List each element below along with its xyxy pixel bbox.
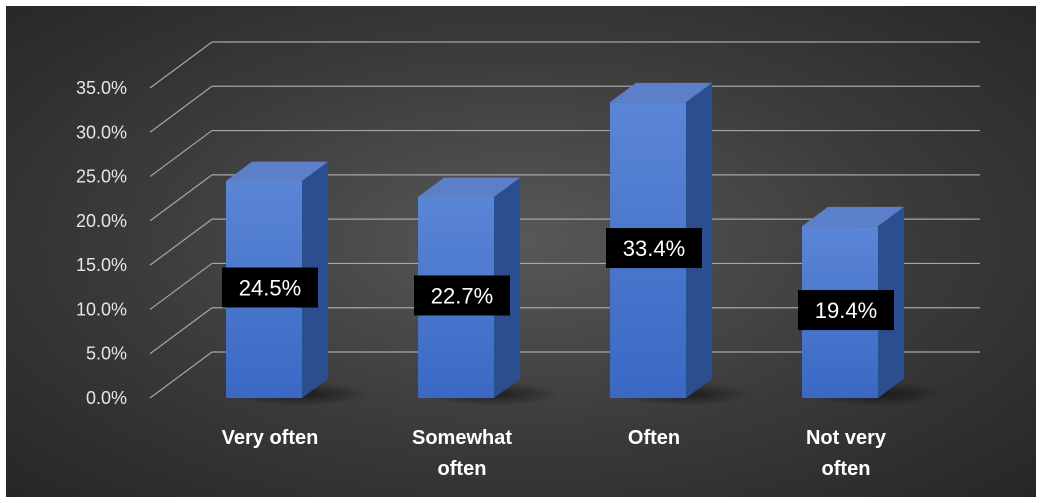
- gridline-oblique: [149, 218, 213, 266]
- x-category-label-line: often: [822, 458, 871, 480]
- bar-top: [418, 177, 521, 197]
- x-category-label-line: Not very: [806, 427, 887, 449]
- x-category-label-line: Often: [628, 427, 680, 449]
- data-label-box: [222, 267, 318, 308]
- x-category-label-line: Very often: [222, 427, 319, 449]
- y-tick-label: 30.0%: [76, 122, 127, 142]
- data-label-box: [798, 290, 894, 331]
- bar-group: 19.4%: [798, 206, 945, 406]
- gridline-oblique: [149, 85, 213, 133]
- gridline-oblique: [149, 351, 213, 399]
- gridlines: [149, 41, 980, 399]
- gridline-oblique: [149, 130, 213, 178]
- bar-top: [802, 206, 905, 227]
- x-category-label: Somewhat often: [412, 427, 512, 480]
- bar-top: [226, 161, 329, 181]
- x-category-label: Not very often: [806, 427, 887, 480]
- y-tick-label: 15.0%: [76, 255, 127, 275]
- data-label-box: [606, 228, 702, 269]
- gridline-oblique: [149, 307, 213, 355]
- bar-group: 33.4%: [606, 82, 753, 406]
- bar-group: 24.5%: [222, 161, 369, 406]
- gridline-oblique: [149, 262, 213, 310]
- gridline-oblique: [149, 174, 213, 222]
- y-tick-label: 5.0%: [86, 344, 127, 364]
- y-tick-label: 35.0%: [76, 78, 127, 98]
- data-label: 22.7%: [431, 283, 493, 308]
- gridline-oblique: [149, 41, 213, 89]
- data-label: 33.4%: [623, 236, 685, 261]
- y-tick-label: 25.0%: [76, 167, 127, 187]
- data-label-box: [414, 275, 510, 316]
- bar-group: 22.7%: [414, 177, 561, 406]
- data-label: 24.5%: [239, 276, 301, 301]
- x-category-label: Very often: [222, 427, 319, 449]
- x-category-label: Often: [628, 427, 680, 449]
- x-category-label-line: Somewhat: [412, 427, 512, 449]
- bar-top: [610, 82, 713, 103]
- x-category-label-line: often: [438, 458, 487, 480]
- data-label: 19.4%: [815, 298, 877, 323]
- y-tick-label: 0.0%: [86, 388, 127, 408]
- y-tick-label: 20.0%: [76, 211, 127, 231]
- y-tick-label: 10.0%: [76, 299, 127, 319]
